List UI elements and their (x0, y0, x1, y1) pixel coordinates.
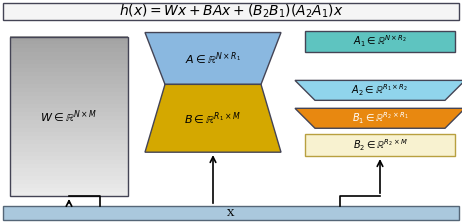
Polygon shape (145, 84, 281, 152)
Text: $B_2 \in \mathbb{R}^{R_2\times M}$: $B_2 \in \mathbb{R}^{R_2\times M}$ (353, 137, 407, 153)
Bar (10, 36, 128, 41)
Bar (10, 116, 128, 120)
Bar (10, 160, 128, 164)
Bar (10, 88, 128, 92)
Text: $B \in \mathbb{R}^{R_1\times M}$: $B \in \mathbb{R}^{R_1\times M}$ (184, 110, 242, 127)
Bar (10, 128, 128, 132)
Bar (10, 40, 128, 45)
Polygon shape (295, 80, 462, 100)
Bar (10, 112, 128, 116)
Bar (10, 148, 128, 152)
Bar (10, 72, 128, 76)
Bar (10, 136, 128, 140)
Bar (10, 96, 128, 100)
Bar (3, 3, 459, 19)
Bar (10, 52, 128, 56)
Bar (305, 134, 455, 156)
Bar (10, 192, 128, 196)
Bar (10, 176, 128, 180)
Bar (10, 80, 128, 84)
Text: $h(x) = Wx + BAx + (B_2B_1)(A_2A_1)x$: $h(x) = Wx + BAx + (B_2B_1)(A_2A_1)x$ (119, 2, 343, 20)
Bar (10, 44, 128, 48)
Bar (10, 156, 128, 160)
Bar (10, 76, 128, 80)
Bar (10, 124, 128, 128)
Bar (3, 206, 459, 220)
Polygon shape (295, 108, 462, 128)
Bar (10, 184, 128, 188)
Text: $A \in \mathbb{R}^{N\times R_1}$: $A \in \mathbb{R}^{N\times R_1}$ (185, 50, 241, 67)
Bar (10, 108, 128, 112)
Bar (10, 64, 128, 68)
Bar (10, 68, 128, 72)
Bar (10, 60, 128, 65)
Text: $A_1 \in \mathbb{R}^{N\times R_2}$: $A_1 \in \mathbb{R}^{N\times R_2}$ (353, 34, 407, 49)
Polygon shape (145, 32, 281, 84)
Text: $W \in \mathbb{R}^{N\times M}$: $W \in \mathbb{R}^{N\times M}$ (40, 108, 97, 125)
Bar (10, 180, 128, 184)
Bar (10, 104, 128, 108)
Bar (10, 48, 128, 52)
Bar (10, 120, 128, 124)
Bar (10, 56, 128, 60)
Bar (10, 140, 128, 144)
Bar (10, 100, 128, 104)
Bar (10, 152, 128, 156)
Text: X: X (227, 209, 235, 218)
Text: $B_1 \in \mathbb{R}^{R_2\times R_1}$: $B_1 \in \mathbb{R}^{R_2\times R_1}$ (352, 110, 408, 126)
Bar (10, 92, 128, 96)
Text: $A_2 \in \mathbb{R}^{R_1\times R_2}$: $A_2 \in \mathbb{R}^{R_1\times R_2}$ (352, 83, 408, 98)
Bar (10, 84, 128, 88)
Bar (10, 168, 128, 172)
Bar (10, 144, 128, 148)
Bar (10, 164, 128, 168)
Bar (305, 30, 455, 52)
Bar (10, 37, 128, 196)
Bar (10, 188, 128, 192)
Bar (10, 172, 128, 176)
Bar (10, 132, 128, 136)
